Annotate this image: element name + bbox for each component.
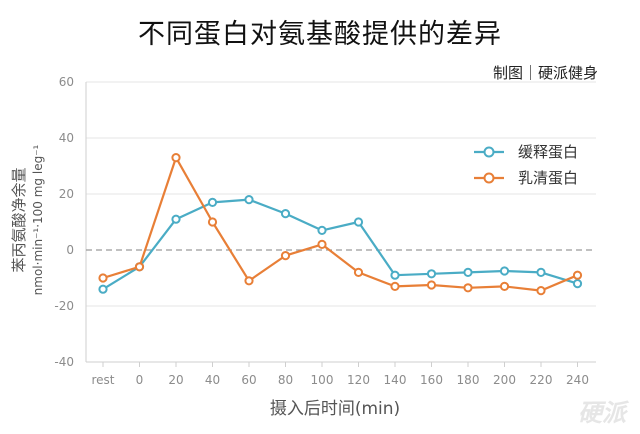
series-1 — [98, 195, 583, 294]
y-tick-label: 20 — [59, 187, 74, 201]
y-tick-label: -40 — [54, 355, 74, 369]
watermark-logo: 硬派 — [578, 399, 626, 427]
x-tick-label: 100 — [311, 373, 334, 387]
data-point — [244, 276, 254, 286]
data-point — [499, 266, 510, 276]
y-tick-label: 40 — [59, 131, 74, 145]
data-point — [317, 239, 327, 249]
data-point — [134, 262, 145, 272]
data-point — [572, 279, 583, 289]
y-tick-label: 60 — [59, 75, 74, 89]
legend-label: 乳清蛋白 — [518, 169, 578, 187]
x-tick-label: 240 — [566, 373, 589, 387]
data-point — [280, 251, 291, 261]
data-point — [353, 267, 364, 277]
data-point — [171, 153, 181, 163]
y-tick-label: -20 — [54, 299, 74, 313]
x-tick-label: rest — [91, 373, 114, 387]
legend-item: 缓释蛋白 — [474, 143, 578, 161]
x-tick-label: 60 — [241, 373, 256, 387]
data-point — [390, 270, 400, 280]
series-2 — [98, 153, 583, 296]
data-point — [171, 214, 181, 224]
legend-swatch-marker — [483, 146, 495, 158]
data-point — [572, 270, 583, 280]
data-point — [244, 195, 254, 205]
data-point — [353, 217, 364, 227]
x-tick-labels: rest 0 20 40 60 80 100 120 140 160 180 200 220 240 — [91, 373, 588, 387]
x-tick-label: 0 — [136, 373, 144, 387]
x-tick-label: 20 — [168, 373, 183, 387]
x-tick-label: 140 — [384, 373, 407, 387]
y-axis-label: 苯丙氨酸净余量 — [10, 167, 28, 272]
x-tick-label: 40 — [205, 373, 220, 387]
x-tick-label: 180 — [457, 373, 480, 387]
chart-credit: 制图｜硬派健身 — [492, 64, 598, 82]
data-point — [463, 283, 473, 293]
series-line — [102, 198, 578, 291]
y-axis-unit: nmol·min⁻¹·100 mg leg⁻¹ — [31, 144, 45, 295]
x-axis-title: 摄入后时间(min) — [270, 399, 400, 419]
data-point — [98, 273, 108, 283]
data-point — [426, 269, 437, 279]
y-tick-label: 0 — [66, 243, 74, 257]
data-point — [317, 225, 327, 235]
x-tick-label: 220 — [530, 373, 553, 387]
y-axis-title: 苯丙氨酸净余量 nmol·min⁻¹·100 mg leg⁻¹ — [10, 144, 45, 295]
series-line — [102, 156, 578, 292]
y-tick-labels: -40 -20 0 20 40 60 — [54, 75, 74, 369]
legend-label: 缓释蛋白 — [518, 143, 578, 161]
data-point — [98, 284, 108, 294]
x-tick-label: 120 — [347, 373, 370, 387]
data-point — [280, 209, 291, 219]
data-point — [536, 286, 546, 296]
x-tick-label: 80 — [278, 373, 293, 387]
series-lines — [98, 153, 583, 296]
data-point — [390, 281, 400, 291]
axes — [85, 82, 596, 367]
gridlines — [86, 81, 596, 363]
legend-swatch-marker — [483, 172, 495, 184]
data-point — [207, 197, 218, 207]
legend-item: 乳清蛋白 — [474, 169, 578, 187]
data-point — [207, 217, 218, 227]
data-point — [463, 267, 473, 277]
x-tick-label: 200 — [493, 373, 516, 387]
data-point — [426, 280, 437, 290]
data-point — [536, 267, 546, 277]
chart-title: 不同蛋白对氨基酸提供的差异 — [138, 19, 502, 50]
x-tick-label: 160 — [420, 373, 443, 387]
data-point — [499, 281, 510, 291]
